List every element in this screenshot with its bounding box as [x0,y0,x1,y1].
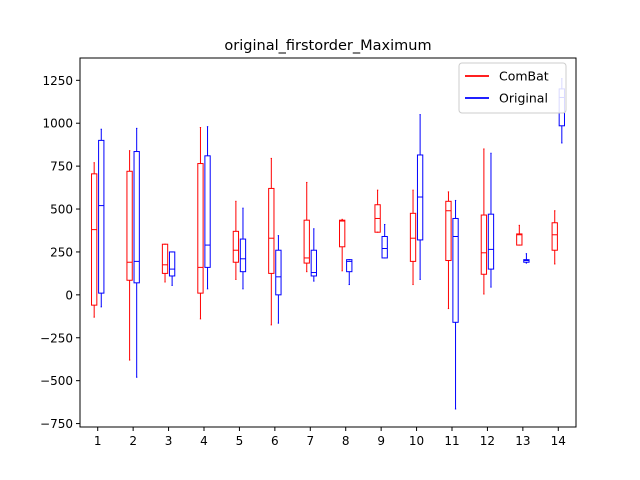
box-layer [91,78,565,410]
box-iqr [381,235,388,259]
series-combat [91,127,558,361]
box-iqr [98,139,105,294]
box-combat-4 [197,127,204,320]
box-original-6 [275,235,282,324]
box-iqr [516,233,523,246]
box-original-1 [98,128,105,308]
box-original-7 [310,228,317,282]
box-combat-11 [445,191,452,310]
y-tick-label: −250 [40,331,73,345]
box-combat-14 [551,210,558,265]
y-tick-label: 1250 [42,74,73,88]
box-iqr [303,219,310,264]
y-axis: −750 −500 −250 0 250 500 750 1000 1250 [40,74,80,431]
box-iqr [339,219,346,248]
x-tick-label: 6 [271,434,279,448]
chart-title: original_firstorder_Maximum [224,38,431,54]
x-tick-label: 4 [200,434,208,448]
box-combat-8 [339,218,346,272]
box-combat-10 [409,189,417,286]
box-original-4 [204,126,211,290]
box-original-12 [487,152,495,288]
x-tick-label: 8 [342,434,350,448]
x-tick-label: 11 [444,434,459,448]
x-tick-label: 5 [236,434,244,448]
box-combat-7 [303,181,310,273]
box-original-5 [239,207,247,290]
box-original-11 [452,199,459,410]
box-iqr [551,222,558,251]
x-tick-label: 7 [306,434,314,448]
y-tick-label: 0 [65,288,73,302]
box-iqr [452,217,459,323]
legend: ComBat Original [458,62,567,114]
x-tick-label: 2 [129,434,137,448]
box-combat-13 [516,224,523,246]
box-iqr [239,238,247,273]
box-iqr [126,170,133,281]
box-iqr [268,187,275,274]
series-original [98,78,565,410]
box-iqr [161,243,169,274]
box-combat-12 [480,148,488,295]
box-iqr [232,230,240,263]
box-combat-9 [374,189,381,233]
box-combat-1 [91,162,98,318]
y-tick-label: 750 [50,160,73,174]
box-original-3 [168,251,176,286]
x-tick-label: 12 [480,434,495,448]
x-tick-label: 13 [515,434,530,448]
legend-label-combat: ComBat [499,69,549,84]
x-tick-label: 10 [409,434,424,448]
x-axis: 1 2 3 4 5 6 7 8 9 10 11 12 13 14 [94,427,566,448]
box-original-8 [346,259,353,286]
box-iqr [133,151,140,284]
box-combat-3 [161,243,169,283]
plot-frame [79,57,577,428]
box-iqr [487,213,495,270]
box-original-2 [133,127,140,378]
box-original-10 [416,114,424,280]
y-tick-label: 500 [50,203,73,217]
y-tick-label: −500 [40,374,73,388]
box-iqr [480,214,488,275]
box-iqr [197,163,204,294]
y-tick-label: −750 [40,417,73,431]
box-iqr [204,155,211,268]
x-tick-label: 14 [551,434,566,448]
x-tick-label: 9 [377,434,385,448]
legend-label-original: Original [499,91,548,106]
box-combat-6 [268,157,275,326]
x-tick-label: 1 [94,434,102,448]
box-iqr [275,249,282,296]
box-combat-2 [126,150,133,361]
y-tick-label: 1000 [42,117,73,131]
y-tick-label: 250 [50,245,73,259]
box-original-13 [523,253,530,264]
box-iqr [168,251,176,277]
box-iqr [445,200,452,262]
box-original-9 [381,223,388,259]
box-combat-5 [232,200,240,280]
box-iqr [91,173,98,306]
box-iqr [409,212,417,262]
x-tick-label: 3 [165,434,173,448]
